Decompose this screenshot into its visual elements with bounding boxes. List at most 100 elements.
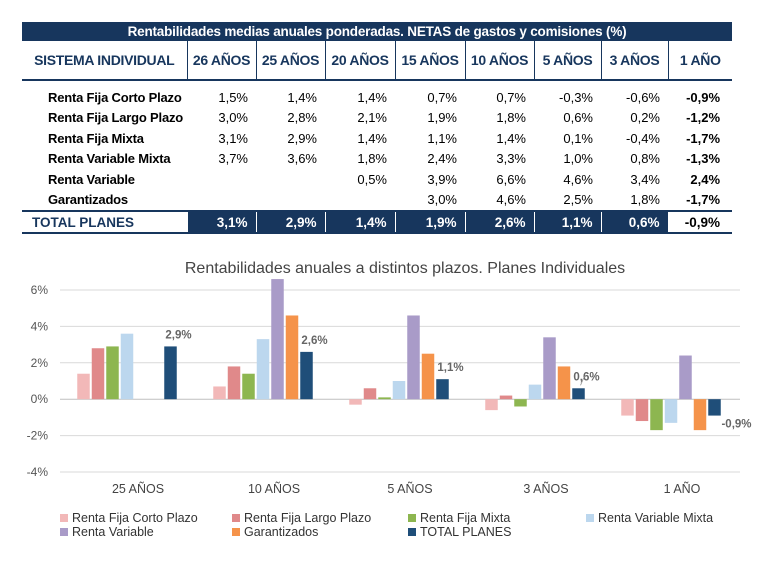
data-label: -0,9% — [721, 419, 751, 431]
bar — [378, 397, 391, 400]
table-row: Renta Variable Mixta 3,7% 3,6% 1,8% 2,4% 3,3%… — [22, 149, 732, 170]
table-cell: 1,5% — [218, 89, 248, 105]
table-cell: -1,2% — [686, 110, 721, 126]
bar — [514, 399, 527, 407]
legend-label: Renta Variable Mixta — [598, 511, 713, 525]
row-label: Renta Fija Largo Plazo — [48, 110, 184, 126]
table-cell: -1,7% — [686, 192, 721, 208]
legend-swatch — [586, 514, 594, 522]
bar — [436, 379, 449, 400]
legend-swatch — [60, 528, 68, 536]
bar — [285, 315, 299, 400]
table-cell: 1,1% — [427, 130, 457, 146]
table-row: Renta Fija Largo Plazo 3,0% 2,8% 2,1% 1,9% 1,… — [22, 108, 732, 129]
chart-bars — [77, 279, 721, 431]
table-cell — [256, 190, 325, 212]
bar — [300, 351, 313, 400]
table-cell: 4,6% — [563, 171, 593, 187]
table-cell: 0,1% — [563, 130, 593, 146]
row-label: Renta Fija Corto Plazo — [48, 89, 182, 105]
table-cell — [187, 190, 256, 212]
bar — [91, 348, 105, 400]
legend-swatch — [408, 528, 416, 536]
legend-label: Renta Variable — [72, 525, 154, 539]
table-cell: 2,1% — [357, 110, 387, 126]
y-tick-label: 2% — [31, 356, 49, 370]
legend-label: Garantizados — [244, 525, 318, 539]
table-cell: 1,8% — [357, 151, 387, 167]
row-label: Renta Variable — [48, 171, 135, 187]
category-label: 5 AÑOS — [387, 482, 432, 496]
bar — [693, 399, 707, 431]
table-cell — [256, 169, 325, 190]
table-cell: -1,3% — [686, 151, 721, 167]
table-cell: -0,9% — [686, 89, 721, 105]
y-tick-label: 4% — [31, 319, 49, 333]
table-cell: 1,4% — [357, 130, 387, 146]
bar — [120, 333, 134, 400]
category-label: 10 AÑOS — [248, 482, 300, 496]
table-cell: 4,6% — [496, 192, 526, 208]
table-cell: 6,6% — [496, 171, 526, 187]
row-label: Garantizados — [48, 192, 128, 208]
bar — [164, 346, 177, 400]
bar — [572, 388, 585, 400]
returns-table-body: Rentabilidades medias anuales ponderadas… — [22, 22, 733, 232]
table-cell: 3,7% — [218, 151, 248, 167]
header-period: 10 AÑOS — [464, 41, 534, 81]
total-cell: 2,9% — [255, 210, 325, 232]
table-cell: 3,0% — [218, 110, 248, 126]
bar — [407, 315, 420, 400]
returns-table: Rentabilidades medias anuales ponderadas… — [22, 22, 733, 232]
table-cell: 2,9% — [287, 130, 317, 146]
table-cell: 3,9% — [427, 171, 457, 187]
legend-label: Renta Fija Mixta — [420, 511, 510, 525]
returns-bar-chart: Rentabilidades anuales a distintos plazo… — [27, 260, 752, 539]
table-cell — [325, 190, 395, 212]
returns-table-container: Rentabilidades medias anuales ponderadas… — [22, 22, 733, 234]
total-cell: 1,1% — [533, 210, 601, 232]
y-tick-label: -4% — [27, 465, 49, 479]
table-cell: 1,8% — [630, 192, 660, 208]
header-system: SISTEMA INDIVIDUAL — [22, 41, 187, 81]
total-cell: 1,4% — [324, 210, 395, 232]
row-label: Renta Fija Mixta — [48, 130, 144, 146]
y-tick-label: 0% — [31, 392, 49, 406]
y-tick-label: 6% — [31, 283, 49, 297]
bar — [557, 366, 571, 400]
header-period: 3 AÑOS — [600, 41, 668, 81]
table-cell: 3,0% — [427, 192, 457, 208]
header-period: 20 AÑOS — [324, 41, 395, 81]
table-row: Garantizados 3,0% 4,6% 2,5% 1,8% -1,7% — [22, 190, 732, 212]
table-row: Renta Fija Mixta 3,1% 2,9% 1,4% 1,1% 1,4% 0,1%… — [22, 128, 732, 149]
table-cell: 1,4% — [287, 89, 317, 105]
category-label: 3 AÑOS — [523, 482, 568, 496]
bar — [106, 346, 119, 400]
table-cell: 1,9% — [427, 110, 457, 126]
bar — [679, 355, 692, 400]
category-label: 25 AÑOS — [112, 482, 164, 496]
table-cell: 0,5% — [357, 171, 387, 187]
header-period: 1 AÑO — [667, 41, 733, 81]
table-cell: 3,3% — [496, 151, 526, 167]
legend-swatch — [232, 528, 240, 536]
legend-label: Renta Fija Corto Plazo — [72, 511, 198, 525]
table-cell: 0,7% — [427, 89, 457, 105]
table-cell: -0,6% — [626, 89, 660, 105]
total-cell: 0,6% — [600, 210, 668, 232]
data-label: 1,1% — [437, 362, 463, 374]
table-row: Renta Variable 0,5% 3,9% 6,6% 4,6% 3,4% 2,4% — [22, 169, 732, 190]
bar — [543, 337, 556, 400]
total-cell: 1,9% — [394, 210, 465, 232]
table-cell: 2,5% — [563, 192, 593, 208]
chart-data-labels: 2,9% 2,6% 1,1% 0,6% -0,9% — [165, 329, 751, 430]
table-cell: 1,4% — [496, 130, 526, 146]
bar — [271, 279, 284, 400]
chart-y-axis: -4% -2% 0% 2% 4% 6% — [27, 283, 49, 479]
bar — [499, 395, 513, 400]
total-label: TOTAL PLANES — [22, 210, 187, 232]
total-cell: 3,1% — [186, 210, 256, 232]
table-cell: -0,4% — [626, 130, 660, 146]
table-total-row: TOTAL PLANES 3,1% 2,9% 1,4% 1,9% 2,6% 1,1% 0,6%… — [22, 210, 733, 232]
bar — [708, 399, 721, 416]
